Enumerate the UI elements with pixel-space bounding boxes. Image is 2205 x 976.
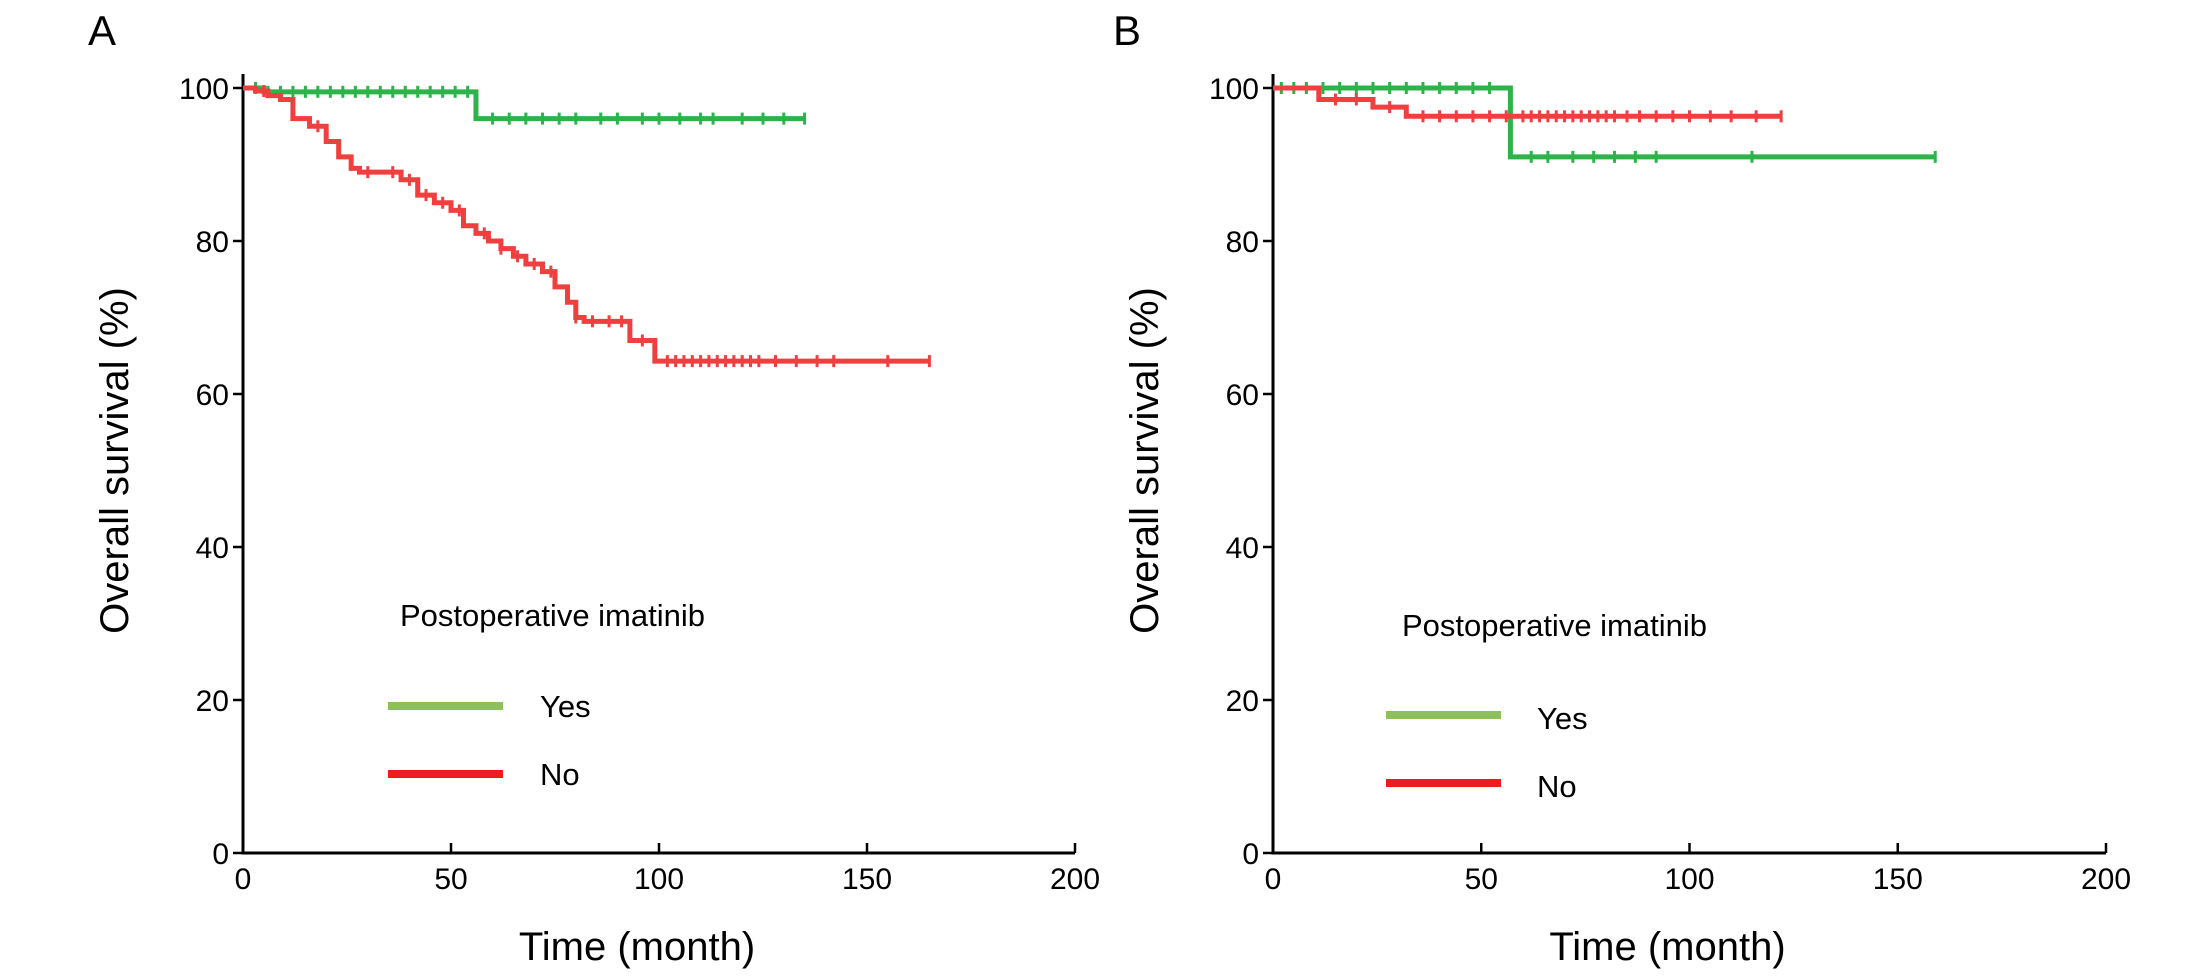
panel-label: A xyxy=(88,7,116,54)
survival-curve-yes xyxy=(243,85,805,122)
survival-curve-yes xyxy=(1273,85,1936,160)
x-tick-label: 100 xyxy=(1664,863,1714,896)
y-tick-label: 0 xyxy=(212,838,229,871)
y-tick-label: 40 xyxy=(196,532,229,565)
x-tick-label: 0 xyxy=(235,863,252,896)
legend-title: Postoperative imatinib xyxy=(1402,608,1707,643)
x-tick-label: 50 xyxy=(434,863,467,896)
x-tick-label: 0 xyxy=(1265,863,1282,896)
survival-curve-no xyxy=(1273,85,1782,119)
y-tick-label: 80 xyxy=(1226,226,1259,259)
y-tick-label: 20 xyxy=(1226,685,1259,718)
legend-label-no: No xyxy=(1537,769,1577,804)
x-tick-label: 100 xyxy=(634,863,684,896)
y-tick-label: 60 xyxy=(1226,379,1259,412)
legend-label-yes: Yes xyxy=(1537,701,1588,736)
y-axis-title: Overall survival (%) xyxy=(93,287,137,634)
x-tick-label: 50 xyxy=(1465,863,1498,896)
legend-label-yes: Yes xyxy=(540,689,591,724)
legend-title: Postoperative imatinib xyxy=(400,598,705,633)
x-tick-label: 150 xyxy=(842,863,892,896)
x-axis-title: Time (month) xyxy=(1549,925,1785,969)
y-tick-label: 40 xyxy=(1226,532,1259,565)
x-tick-label: 200 xyxy=(2081,863,2131,896)
y-tick-label: 0 xyxy=(1242,838,1259,871)
panel-a: A 0 20 40 60 80 100 0 50 100 150 200 Time (month) Ove… xyxy=(88,7,1100,969)
legend-label-no: No xyxy=(540,757,580,792)
panel-b: B 0 20 40 60 80 100 0 50 100 150 200 Time (month) Ove… xyxy=(1113,7,2131,969)
y-tick-label: 60 xyxy=(196,379,229,412)
x-tick-label: 150 xyxy=(1873,863,1923,896)
y-tick-label: 80 xyxy=(196,226,229,259)
y-tick-label: 100 xyxy=(179,73,229,106)
x-tick-label: 200 xyxy=(1050,863,1100,896)
panel-label: B xyxy=(1113,7,1141,54)
x-axis-title: Time (month) xyxy=(519,925,755,969)
y-tick-label: 20 xyxy=(196,685,229,718)
axes xyxy=(1271,74,2106,855)
y-axis-title: Overall survival (%) xyxy=(1123,287,1167,634)
survival-curve-no xyxy=(243,85,930,364)
y-tick-label: 100 xyxy=(1209,73,1259,106)
axes xyxy=(241,74,1075,855)
